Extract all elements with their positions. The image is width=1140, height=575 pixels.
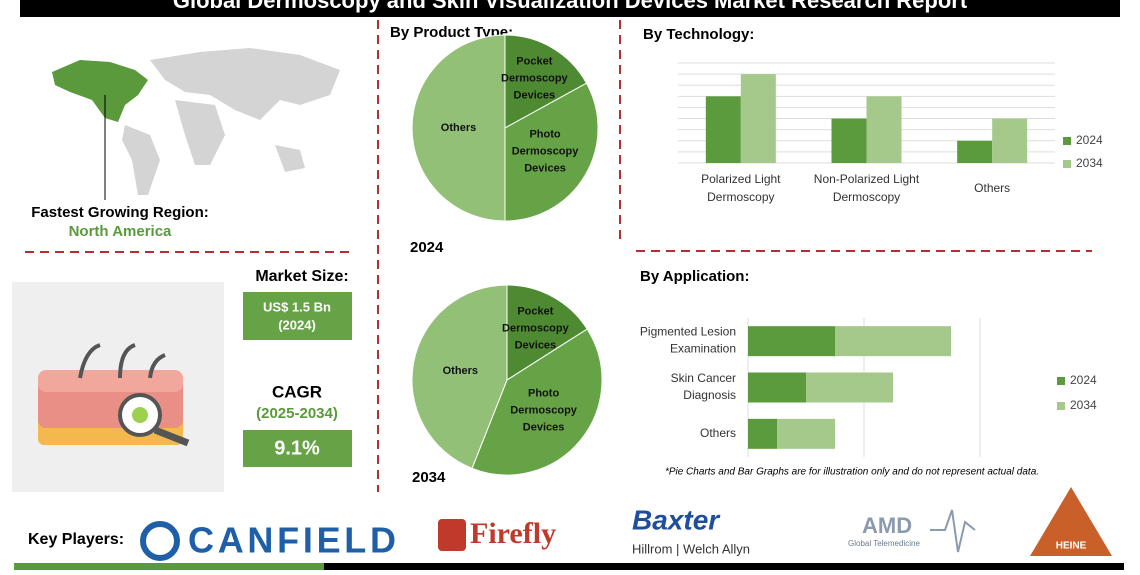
label: Others xyxy=(974,181,1010,195)
label: Pocket Dermoscopy Devices xyxy=(501,55,569,101)
pie-slice xyxy=(504,34,588,129)
legend-swatch xyxy=(1063,137,1071,145)
label: Others xyxy=(443,365,478,377)
legend-label: 2024 xyxy=(1070,373,1097,387)
player-name: AMD xyxy=(862,513,912,538)
player-name: CANFIELD xyxy=(188,520,396,561)
player-name: Hillrom | Welch Allyn xyxy=(632,541,750,556)
label: Photo Dermoscopy Devices xyxy=(512,129,580,175)
footer-bar xyxy=(324,563,1124,570)
region-label: Fastest Growing Region: xyxy=(31,204,209,221)
player-name: Global Telemedicine xyxy=(848,539,920,548)
player-name: HEINE xyxy=(1056,541,1087,552)
bar xyxy=(866,96,902,163)
legend-swatch xyxy=(1063,160,1071,168)
bar xyxy=(992,118,1028,163)
pie-slice xyxy=(411,34,506,222)
legend-swatch xyxy=(1057,402,1065,410)
bar xyxy=(748,326,835,357)
cagr-label: CAGR xyxy=(272,382,322,401)
player-name: Firefly xyxy=(470,517,556,550)
player-name: Baxter xyxy=(632,504,721,535)
bar xyxy=(740,74,776,163)
legend-label: 2024 xyxy=(1076,133,1103,147)
label: Others xyxy=(441,122,476,134)
footer-bar xyxy=(14,563,324,570)
chart-title: By Application: xyxy=(640,268,749,285)
region-value: North America xyxy=(69,223,172,240)
logo-icon xyxy=(1030,487,1112,556)
label: Pigmented Lesion Examination xyxy=(640,325,736,356)
market-size-box xyxy=(243,292,352,340)
label: Photo Dermoscopy Devices xyxy=(510,387,578,433)
legend-label: 2034 xyxy=(1076,156,1103,170)
label: Polarized Light Dermoscopy xyxy=(701,172,781,204)
label: Others xyxy=(700,426,736,440)
bar xyxy=(748,372,806,403)
bar xyxy=(705,96,741,163)
cagr-period: (2025-2034) xyxy=(256,405,338,422)
world-map xyxy=(52,48,340,200)
market-size-year: (2024) xyxy=(278,317,316,332)
pie-slice xyxy=(411,284,508,469)
legend-swatch xyxy=(1057,377,1065,385)
bar xyxy=(748,418,777,449)
bar xyxy=(806,372,893,403)
skin-illustration xyxy=(12,282,224,492)
logo-icon xyxy=(438,519,466,551)
separators xyxy=(25,20,1092,492)
header-title: Global Dermoscopy and Skin Visualization… xyxy=(173,0,968,13)
header-bar xyxy=(20,0,1120,17)
market-size-value: US$ 1.5 Bn xyxy=(263,299,331,314)
market-size-label: Market Size: xyxy=(255,268,348,285)
key-players-label: Key Players: xyxy=(28,531,124,548)
legend-label: 2034 xyxy=(1070,398,1097,412)
pie-slice xyxy=(506,284,588,381)
note: *Pie Charts and Bar Graphs are for illus… xyxy=(665,467,1039,478)
pie-year: 2034 xyxy=(412,469,446,486)
bar xyxy=(835,326,951,357)
pie-slice xyxy=(471,328,603,476)
chart-title: By Product Type: xyxy=(390,24,513,41)
cagr-box xyxy=(243,430,352,467)
bar xyxy=(777,418,835,449)
pie-slice xyxy=(504,82,599,222)
cagr-value: 9.1% xyxy=(274,437,320,459)
bar xyxy=(831,118,867,163)
pie-year: 2024 xyxy=(410,239,444,256)
logo-icon xyxy=(930,509,976,553)
label: Pocket Dermoscopy Devices xyxy=(502,305,570,351)
label: Non-Polarized Light Dermoscopy xyxy=(814,172,920,204)
label: Skin Cancer Diagnosis xyxy=(671,371,736,402)
chart-title: By Technology: xyxy=(643,26,754,43)
logo-icon xyxy=(140,521,180,561)
bar xyxy=(957,140,993,163)
